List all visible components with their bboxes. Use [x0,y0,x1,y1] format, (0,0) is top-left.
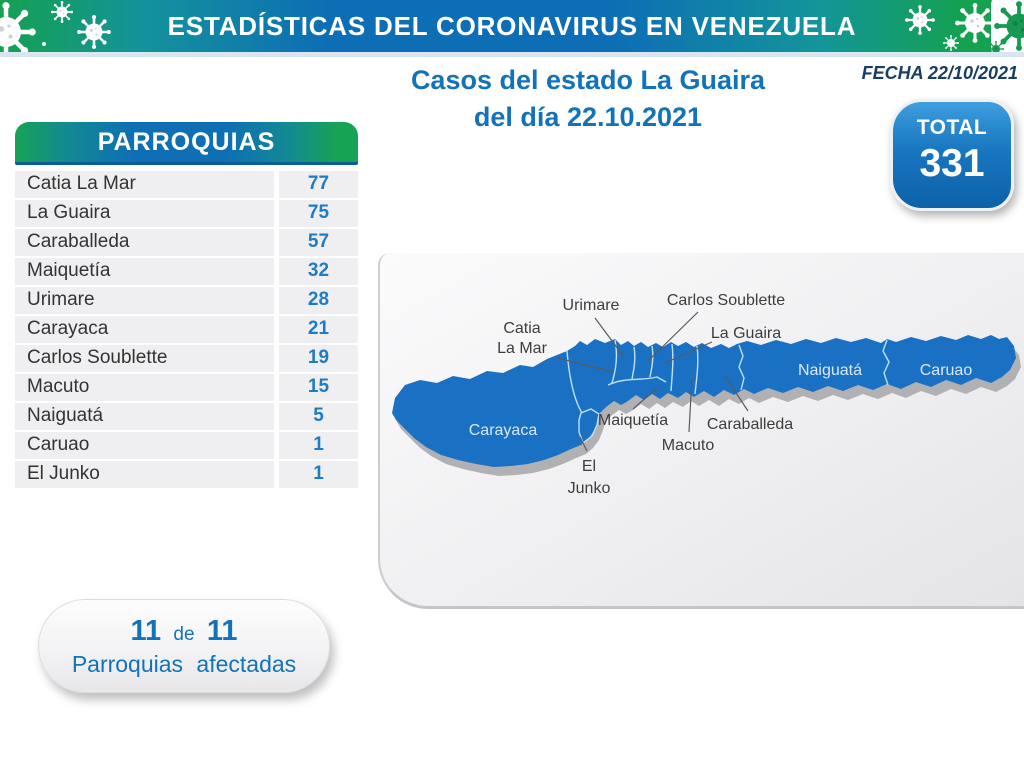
affected-total: 11 [206,615,238,647]
summary-badge: 11 de 11 Parroquias afectadas [38,599,330,693]
parish-name: Urimare [15,287,274,314]
parish-name: Naiguatá [15,403,274,430]
map-label-maiquetia: Maiquetía [598,412,668,429]
parish-cases: 21 [279,316,358,343]
table-row: Maiquetía 32 [15,258,358,285]
map-label-caraballeda: Caraballeda [707,416,793,433]
parish-cases: 77 [279,171,358,198]
parish-name: El Junko [15,461,274,488]
la-guaira-map: Urimare Carlos Soublette Catia La Mar La… [392,292,1021,497]
table-row: La Guaira 75 [15,200,358,227]
affected-count-line: 11 de 11 [39,615,329,648]
parish-cases: 1 [279,432,358,459]
parish-name: Maiquetía [15,258,274,285]
parish-cases: 5 [279,403,358,430]
parish-cases: 15 [279,374,358,401]
map-label-el-junko-line2: Junko [568,480,611,497]
map-label-caruao: Caruao [920,362,973,379]
total-badge: TOTAL 331 [890,99,1014,211]
date-label: FECHA 22/10/2021 [861,63,1018,83]
page-title-line1: Casos del estado La Guaira [410,65,766,95]
parish-name: Carlos Soublette [15,345,274,372]
table-row: Catia La Mar 77 [15,171,358,198]
table-row: Urimare 28 [15,287,358,314]
parish-cases: 57 [279,229,358,256]
parroquias-rows: Catia La Mar 77 La Guaira 75 Caraballeda 57… [15,171,358,488]
parish-cases: 1 [279,461,358,488]
total-label: TOTAL [916,116,988,139]
map-label-carlos-soublette: Carlos Soublette [667,292,785,309]
map-label-el-junko-line1: El [582,458,596,475]
parish-borders [566,339,890,444]
parroquias-table-header: PARROQUIAS [15,122,358,165]
header-banner: ESTADÍSTICAS DEL CORONAVIRUS EN VENEZUEL… [0,0,1024,52]
parish-cases: 75 [279,200,358,227]
leader-lines [557,311,749,452]
table-row: Carayaca 21 [15,316,358,343]
map-label-catia-line2: La Mar [497,340,547,357]
header-divider [0,52,1024,57]
map-label-macuto: Macuto [662,437,715,454]
parish-name: Carayaca [15,316,274,343]
parish-cases: 28 [279,287,358,314]
virus-decoration [0,0,1024,52]
state-shape [392,335,1016,467]
parish-name: La Guaira [15,200,274,227]
of-word: de [173,624,195,645]
map-label-naiguata: Naiguatá [798,362,862,379]
table-row: Carlos Soublette 19 [15,345,358,372]
affected-label: Parroquias afectadas [71,651,297,677]
page-title: Casos del estado La Guaira del día 22.10… [368,62,808,136]
map-label-carayaca: Carayaca [469,422,538,439]
affected-count: 11 [130,615,162,647]
table-row: Caraballeda 57 [15,229,358,256]
map-label-catia-line1: Catia [503,320,540,337]
parish-name: Catia La Mar [15,171,274,198]
total-value: 331 [919,142,985,185]
map-label-la-guaira: La Guaira [711,325,781,342]
table-row: Macuto 15 [15,374,358,401]
map-label-urimare: Urimare [563,297,620,314]
parroquias-panel: PARROQUIAS Catia La Mar 77 La Guaira 75 Ca… [15,122,358,490]
parish-name: Macuto [15,374,274,401]
parish-name: Caruao [15,432,274,459]
parish-cases: 19 [279,345,358,372]
parish-cases: 32 [279,258,358,285]
app-title: ESTADÍSTICAS DEL CORONAVIRUS EN VENEZUEL… [167,11,857,41]
page-title-line2: del día 22.10.2021 [473,102,703,132]
parish-name: Caraballeda [15,229,274,256]
table-row: El Junko 1 [15,461,358,488]
table-row: Caruao 1 [15,432,358,459]
table-row: Naiguatá 5 [15,403,358,430]
